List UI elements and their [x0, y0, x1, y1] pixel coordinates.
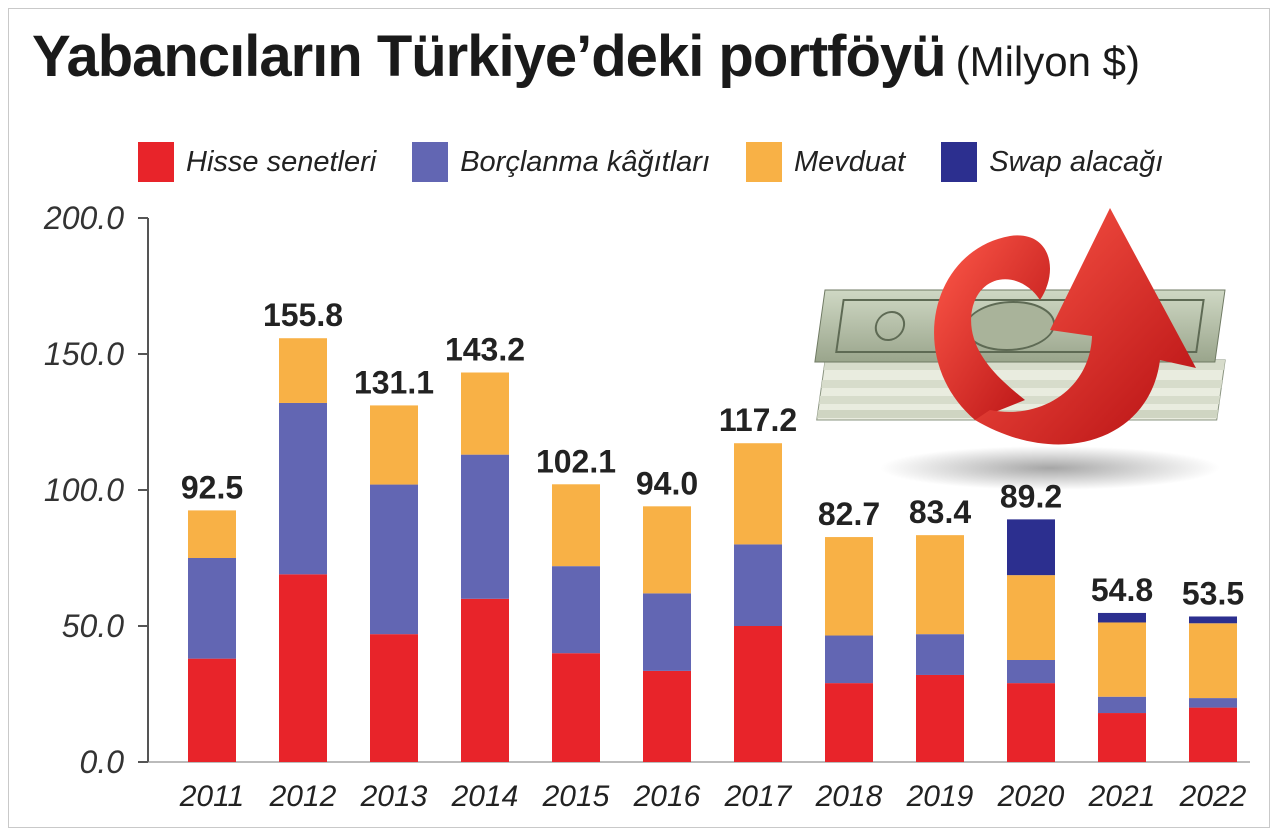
bar-segment [734, 544, 782, 626]
bar-segment [188, 510, 236, 558]
bar-segment [279, 338, 327, 403]
legend-item-hisse: Hisse senetleri [138, 142, 376, 182]
y-tick-label: 0.0 [80, 744, 125, 780]
bar-segment [1007, 575, 1055, 660]
legend-label-hisse: Hisse senetleri [186, 145, 377, 178]
bar-total-label: 155.8 [263, 297, 343, 333]
legend: Hisse senetleri Borçlanma kâğıtları Mevd… [138, 142, 1199, 182]
x-tick-label: 2017 [724, 780, 793, 813]
legend-item-swap: Swap alacağı [941, 142, 1163, 182]
x-tick-label: 2013 [360, 780, 428, 813]
legend-label-swap: Swap alacağı [989, 145, 1164, 178]
legend-item-borclanma: Borçlanma kâğıtları [412, 142, 710, 182]
bar-segment [188, 558, 236, 659]
bar-segment [370, 484, 418, 635]
bar-segment [1189, 698, 1237, 708]
x-tick-label: 2020 [997, 780, 1065, 813]
bar-segment [643, 506, 691, 594]
bar-segment [825, 635, 873, 684]
bar-segment [552, 484, 600, 567]
x-tick-label: 2012 [269, 780, 337, 813]
bar-segment [825, 683, 873, 762]
bar-segment [279, 402, 327, 575]
x-tick-label: 2021 [1088, 780, 1156, 813]
y-tick-label: 50.0 [62, 608, 124, 644]
x-tick-label: 2016 [633, 780, 701, 813]
bar-segment [734, 443, 782, 545]
bar-total-label: 89.2 [1000, 478, 1062, 514]
y-tick-label: 150.0 [44, 336, 124, 372]
x-tick-label: 2022 [1179, 780, 1247, 813]
legend-swatch-hisse [138, 142, 174, 182]
bar-segment [734, 626, 782, 762]
bar-segment [1007, 519, 1055, 576]
bar-segment [1098, 696, 1146, 714]
money-stack-with-red-arrow-icon [814, 208, 1226, 490]
legend-swatch-borclanma [412, 142, 449, 182]
x-tick-label: 2011 [179, 780, 245, 813]
y-tick-label: 200.0 [43, 200, 124, 236]
bar-segment [916, 634, 964, 675]
legend-item-mevduat: Mevduat [746, 142, 905, 182]
bar-segment [461, 454, 509, 599]
chart-title: Yabancıların Türkiye’deki portföyü (Milyo… [32, 28, 1140, 86]
bar-total-label: 131.1 [354, 364, 434, 400]
title-main: Yabancıların Türkiye’deki portföyü [32, 24, 947, 89]
legend-label-mevduat: Mevduat [794, 145, 906, 178]
bar-segment [370, 634, 418, 762]
legend-swatch-mevduat [746, 142, 783, 182]
x-tick-label: 2018 [815, 780, 883, 813]
bar-segment [552, 566, 600, 654]
bar-total-label: 92.5 [181, 469, 243, 505]
legend-label-borclanma: Borçlanma kâğıtları [460, 145, 711, 178]
bar-segment [1098, 713, 1146, 762]
bar-segment [643, 593, 691, 671]
bar-segment [916, 535, 964, 635]
bar-segment [1189, 707, 1237, 762]
bar-segment [916, 674, 964, 762]
legend-swatch-swap [941, 142, 978, 182]
bar-segment [370, 405, 418, 485]
bar-total-label: 117.2 [719, 402, 797, 438]
bar-segment [552, 653, 600, 762]
bar-segment [461, 598, 509, 762]
bar-segment [643, 670, 691, 762]
bar-total-label: 53.5 [1182, 575, 1244, 611]
bar-segment [1189, 623, 1237, 699]
y-tick-label: 100.0 [44, 472, 124, 508]
bar-segment [1098, 622, 1146, 697]
bar-segment [279, 574, 327, 762]
bar-total-label: 82.7 [818, 496, 880, 532]
bar-segment [1189, 616, 1237, 624]
x-tick-label: 2015 [542, 780, 610, 813]
bar-segment [188, 658, 236, 762]
bar-total-label: 143.2 [445, 331, 525, 367]
bar-segment [1007, 660, 1055, 684]
bar-total-label: 102.1 [536, 443, 616, 479]
bar-segment [461, 372, 509, 455]
bar-total-label: 94.0 [636, 465, 698, 501]
bar-segment [1098, 612, 1146, 623]
bar-segment [825, 537, 873, 636]
title-unit: (Milyon $) [955, 38, 1140, 85]
bar-total-label: 54.8 [1091, 572, 1153, 608]
x-tick-label: 2014 [451, 780, 519, 813]
bar-segment [1007, 683, 1055, 762]
x-tick-label: 2019 [906, 780, 974, 813]
bar-total-label: 83.4 [909, 494, 971, 530]
